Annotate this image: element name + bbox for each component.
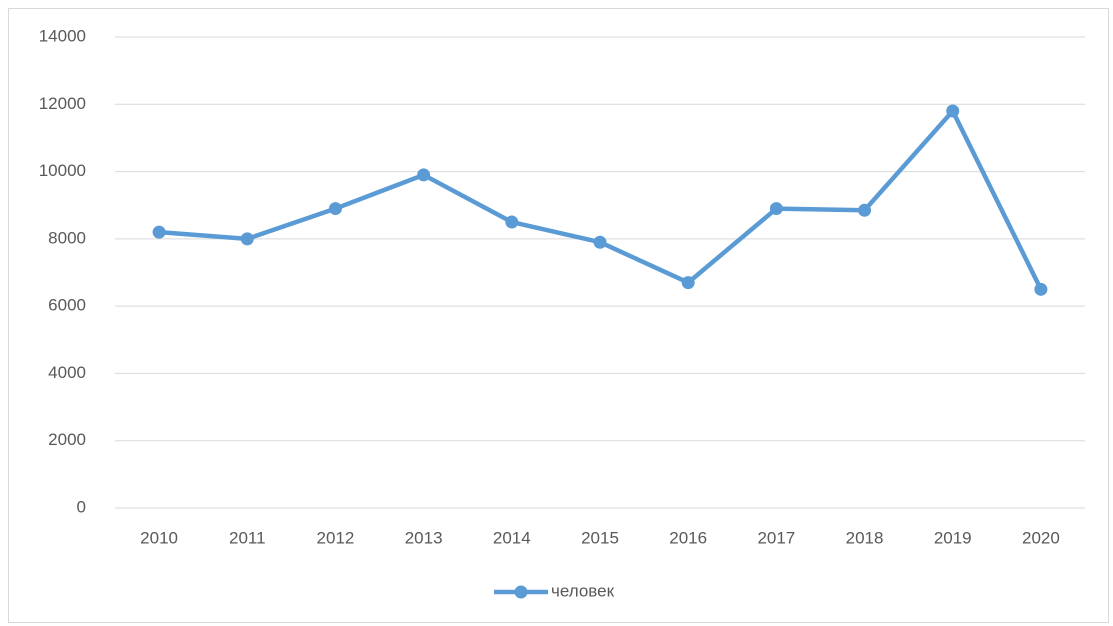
chart-border <box>8 8 1109 623</box>
data-point <box>1034 282 1048 296</box>
x-tick-label: 2015 <box>581 528 619 547</box>
data-point <box>152 225 166 239</box>
data-point <box>681 276 695 290</box>
y-tick-label: 8000 <box>48 228 86 247</box>
y-tick-label: 2000 <box>48 430 86 449</box>
data-point <box>858 203 872 217</box>
data-point <box>946 104 960 118</box>
y-tick-label: 14000 <box>39 26 86 45</box>
legend-marker <box>514 585 528 599</box>
y-tick-label: 10000 <box>39 161 86 180</box>
data-point <box>328 202 342 216</box>
data-point <box>593 235 607 249</box>
data-point <box>240 232 254 246</box>
y-tick-label: 4000 <box>48 363 86 382</box>
data-point <box>769 202 783 216</box>
x-tick-label: 2013 <box>405 528 443 547</box>
data-point <box>505 215 519 229</box>
y-tick-label: 12000 <box>39 94 86 113</box>
x-tick-label: 2012 <box>317 528 355 547</box>
x-tick-label: 2010 <box>140 528 178 547</box>
y-tick-label: 0 <box>77 497 86 516</box>
x-tick-label: 2018 <box>846 528 884 547</box>
data-point <box>417 168 431 182</box>
x-tick-label: 2014 <box>493 528 531 547</box>
x-tick-label: 2019 <box>934 528 972 547</box>
x-tick-label: 2017 <box>757 528 795 547</box>
x-tick-label: 2016 <box>669 528 707 547</box>
y-tick-label: 6000 <box>48 296 86 315</box>
x-tick-label: 2020 <box>1022 528 1060 547</box>
x-tick-label: 2011 <box>229 528 266 547</box>
legend-label: человек <box>551 581 615 600</box>
